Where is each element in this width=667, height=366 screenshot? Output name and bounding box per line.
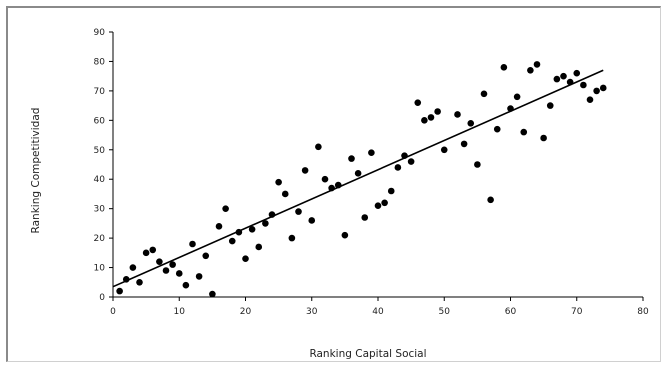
x-tick-label: 80 — [637, 307, 649, 317]
data-point — [149, 246, 157, 254]
y-tick-label: 20 — [94, 234, 106, 244]
y-tick-label: 0 — [99, 293, 105, 303]
data-point — [540, 134, 547, 142]
data-point — [308, 217, 316, 224]
data-point — [520, 128, 528, 136]
data-point — [354, 170, 362, 177]
data-point — [116, 287, 123, 295]
y-axis-label: Ranking Competitividad — [30, 108, 42, 234]
data-point — [599, 84, 607, 92]
data-point — [348, 155, 355, 162]
data-point — [136, 278, 143, 286]
x-tick-label: 50 — [439, 307, 451, 317]
data-point — [580, 81, 587, 89]
y-tick-label: 50 — [94, 146, 106, 156]
data-point — [242, 255, 249, 263]
data-point — [169, 261, 176, 268]
data-point — [553, 75, 561, 83]
data-point — [275, 178, 282, 186]
data-point — [341, 231, 349, 239]
data-point — [421, 117, 428, 124]
data-point — [487, 196, 494, 204]
data-point — [248, 225, 256, 233]
data-point — [129, 264, 137, 271]
data-point — [315, 143, 322, 151]
y-tick-label: 10 — [94, 264, 106, 274]
data-point — [407, 158, 415, 165]
trendline — [112, 69, 604, 288]
y-tick-label: 70 — [94, 87, 106, 97]
data-point — [593, 87, 600, 95]
x-tick-label: 40 — [372, 307, 384, 317]
data-point — [255, 243, 263, 251]
data-point — [546, 102, 554, 109]
data-point — [222, 205, 229, 212]
y-tick-label: 40 — [94, 175, 106, 185]
y-tick-label: 80 — [94, 57, 106, 67]
data-point — [381, 199, 388, 207]
y-tick-label: 60 — [94, 116, 106, 126]
y-axis-ticks: 0 10 20 30 40 50 60 70 80 90 — [94, 28, 113, 303]
data-point — [427, 114, 435, 121]
x-tick-label: 70 — [571, 307, 583, 317]
data-point — [228, 237, 236, 245]
data-point — [281, 190, 289, 198]
x-axis-ticks: 0 10 20 30 40 50 60 70 80 — [110, 297, 649, 317]
data-point — [295, 208, 302, 215]
data-point — [162, 267, 170, 274]
data-point — [215, 223, 223, 230]
data-point — [156, 258, 163, 265]
data-point — [374, 202, 382, 210]
data-point — [460, 140, 468, 148]
data-point — [202, 252, 210, 260]
data-point — [394, 164, 402, 171]
data-point — [387, 187, 395, 195]
data-point — [368, 149, 375, 157]
data-point — [195, 273, 203, 280]
x-axis-label: Ranking Capital Social — [309, 348, 426, 360]
y-tick-label: 90 — [94, 28, 106, 38]
data-points — [116, 61, 607, 298]
data-point — [513, 93, 521, 101]
chart-frame — [6, 6, 661, 362]
data-point — [527, 66, 534, 74]
x-tick-label: 20 — [240, 307, 252, 317]
data-point — [301, 167, 309, 174]
data-point — [573, 69, 581, 77]
x-tick-label: 60 — [505, 307, 517, 317]
data-point — [288, 234, 296, 242]
data-point — [500, 64, 508, 71]
data-point — [493, 125, 501, 133]
data-point — [467, 119, 475, 127]
data-point — [189, 240, 196, 248]
data-point — [175, 270, 183, 277]
data-point — [262, 220, 269, 227]
data-point — [440, 146, 448, 154]
axes — [112, 32, 643, 298]
data-point — [142, 249, 150, 257]
data-point — [209, 290, 216, 298]
data-point — [434, 108, 441, 115]
x-tick-label: 30 — [306, 307, 318, 317]
data-point — [560, 72, 567, 80]
x-tick-label: 0 — [110, 307, 116, 317]
data-point — [454, 111, 461, 118]
x-tick-label: 10 — [174, 307, 186, 317]
data-point — [361, 214, 369, 221]
data-point — [533, 61, 541, 68]
y-tick-label: 30 — [94, 205, 106, 215]
data-point — [474, 161, 481, 168]
data-point — [414, 99, 422, 106]
data-point — [321, 175, 329, 183]
data-point — [182, 281, 190, 289]
data-point — [480, 90, 488, 98]
data-point — [586, 96, 594, 104]
